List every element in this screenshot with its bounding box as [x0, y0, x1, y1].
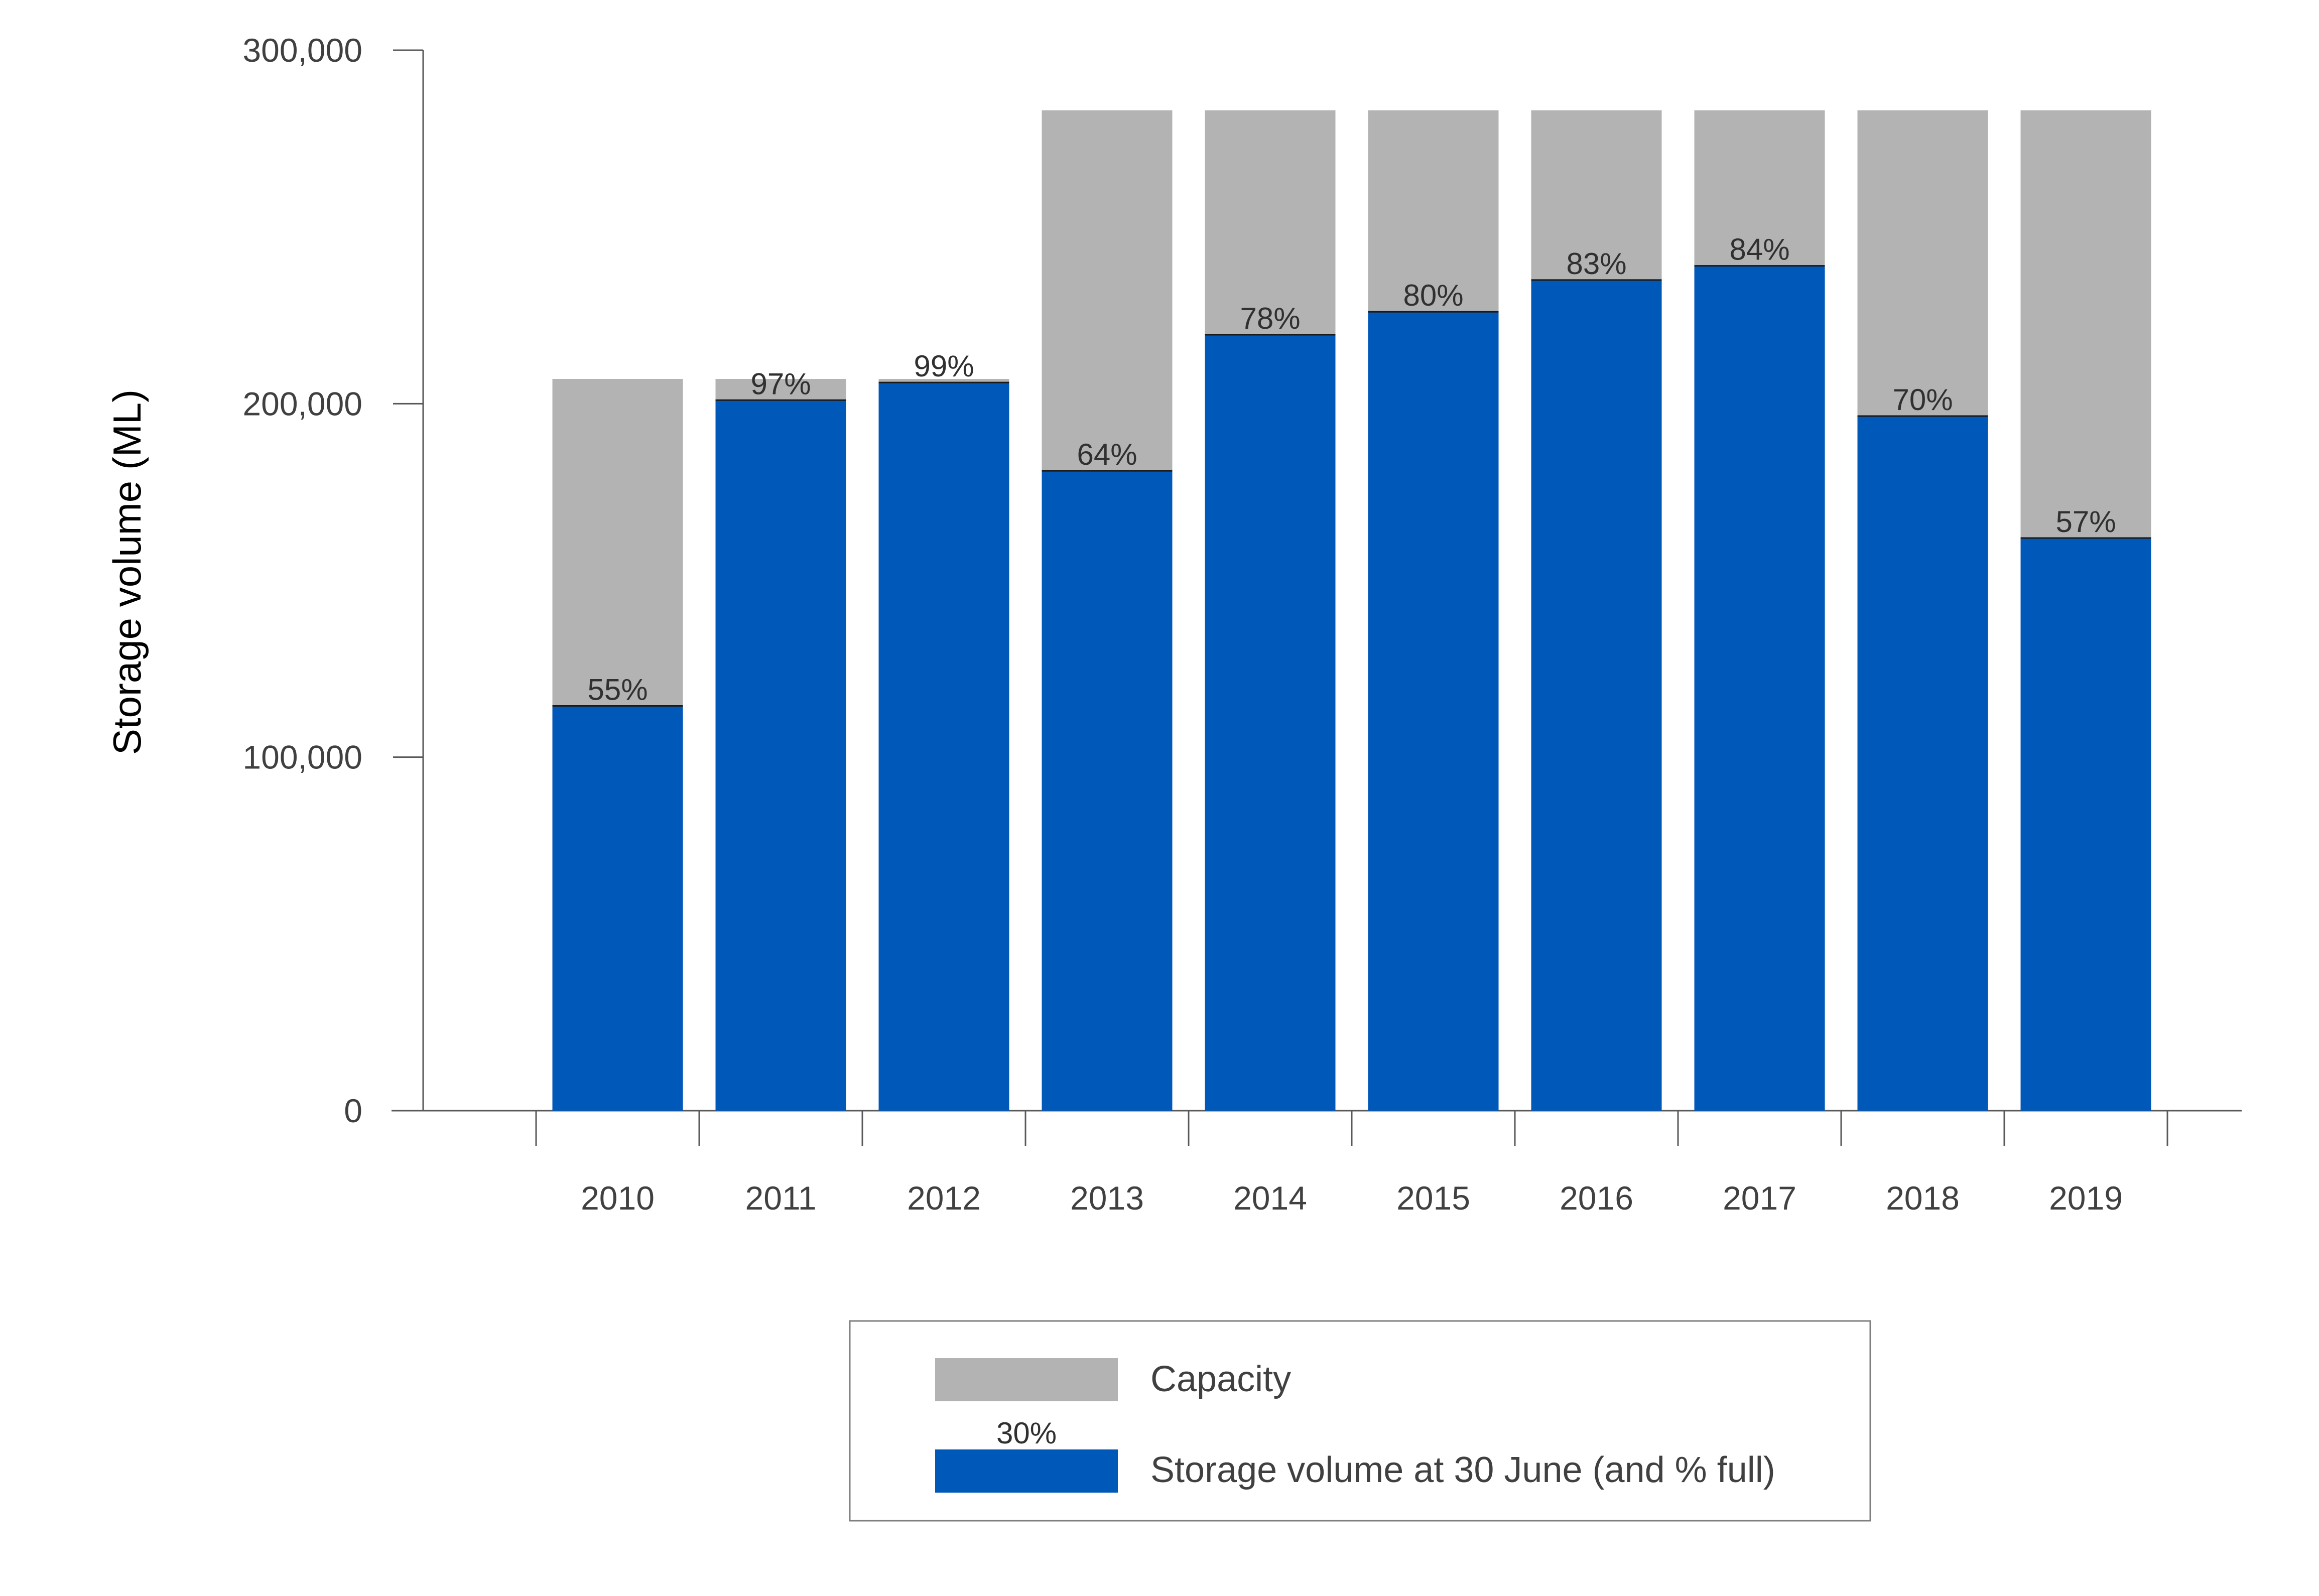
x-axis-ticks: 2010 2011 2012 2013 2014 2015 2016 2017 2018 2019 [535, 1111, 2168, 1217]
y-axis-ticks: 0 100,000 200,000 300,000 [242, 32, 423, 1129]
x-tick-label: 2013 [1070, 1179, 1144, 1217]
legend: Capacity 30% Storage volume at 30 June (… [849, 1320, 1871, 1522]
percent-full-label: 64% [1077, 438, 1137, 471]
percent-full-label: 84% [1729, 233, 1789, 267]
x-tick-label: 2012 [907, 1179, 981, 1217]
percent-full-label: 97% [750, 367, 811, 401]
percent-full-label: 83% [1566, 247, 1626, 281]
storage-volume-bar [1205, 334, 1336, 1111]
x-tick-label: 2010 [581, 1179, 655, 1217]
x-tick-label: 2011 [745, 1179, 817, 1217]
storage-volume-bar [1857, 416, 1988, 1111]
x-tick-label: 2017 [1723, 1179, 1796, 1217]
percent-full-label: 99% [914, 349, 974, 383]
storage-volume-bar [1694, 265, 1825, 1111]
legend-swatch-storage-volume [935, 1449, 1118, 1493]
percent-full-label: 78% [1240, 302, 1300, 335]
legend-sample-label: 30% [996, 1416, 1057, 1450]
y-axis-title: Storage volume (ML) [105, 389, 149, 755]
storage-volume-bar [715, 400, 846, 1111]
legend-label-capacity: Capacity [1150, 1359, 1291, 1399]
storage-volume-bar [552, 706, 683, 1111]
y-tick-label: 100,000 [242, 739, 362, 776]
x-tick-label: 2018 [1886, 1179, 1960, 1217]
y-tick-label: 200,000 [242, 385, 362, 422]
x-tick-label: 2015 [1396, 1179, 1470, 1217]
percent-full-label: 55% [587, 673, 648, 707]
storage-volume-bar [1368, 312, 1499, 1111]
percent-full-label: 57% [2055, 505, 2116, 539]
legend-label-storage-volume: Storage volume at 30 June (and % full) [1150, 1450, 1775, 1490]
bars [552, 110, 2151, 1111]
y-tick-label: 300,000 [242, 32, 362, 69]
storage-volume-bar [878, 382, 1009, 1111]
percent-full-label: 70% [1892, 383, 1953, 417]
storage-volume-bar [1042, 471, 1173, 1111]
storage-volume-bar [2020, 538, 2151, 1111]
percent-full-label: 80% [1403, 279, 1463, 312]
x-tick-label: 2016 [1560, 1179, 1633, 1217]
x-tick-label: 2014 [1233, 1179, 1307, 1217]
y-tick-label: 0 [344, 1092, 362, 1129]
legend-swatch-capacity [935, 1358, 1118, 1401]
data-labels: 55% 97% 99% 64% 78% 80% 83% 84% 70% 57% [587, 233, 2116, 707]
x-tick-label: 2019 [2049, 1179, 2123, 1217]
storage-volume-bar [1531, 280, 1662, 1111]
